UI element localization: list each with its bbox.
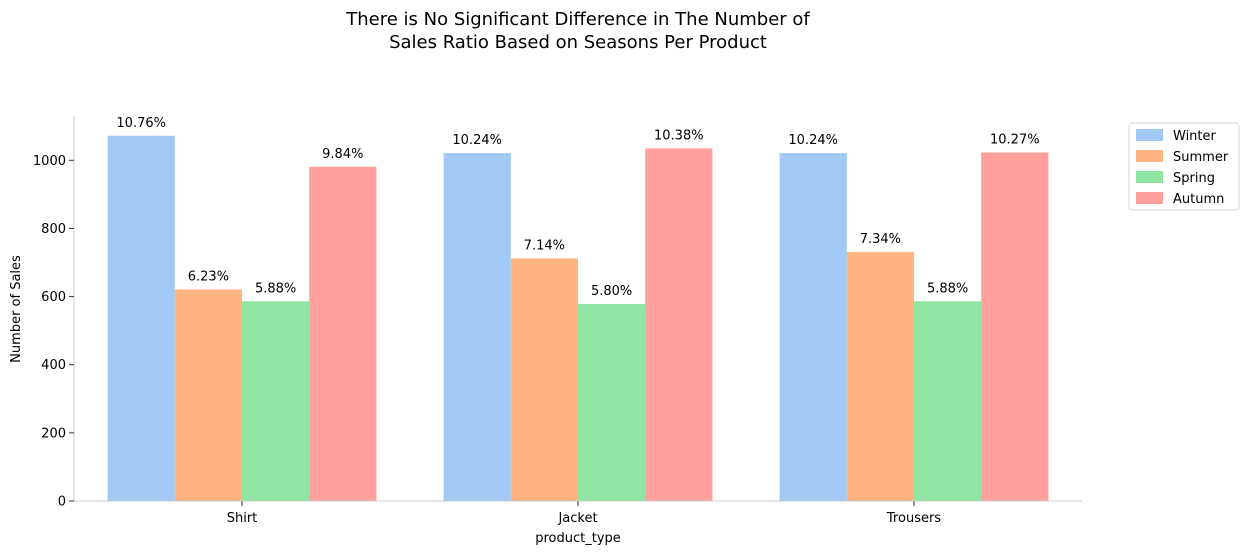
- data-labels-group: 10.76% 6.23% 5.88% 9.84% 10.24% 7.14% 5.80% 10.…: [116, 116, 1039, 299]
- data-label-winter-shirt: 10.76%: [116, 116, 166, 131]
- y-tick-label: 600: [41, 290, 66, 305]
- chart-title-line-1: There is No Significant Difference in Th…: [345, 9, 810, 30]
- data-label-autumn-shirt: 9.84%: [322, 147, 363, 162]
- bar-spring-shirt: [242, 301, 310, 501]
- legend: Winter Summer Spring Autumn: [1128, 122, 1240, 211]
- chart-title-line-2: Sales Ratio Based on Seasons Per Product: [389, 32, 767, 53]
- legend-label-winter: Winter: [1173, 129, 1217, 144]
- legend-swatch-summer: [1136, 150, 1163, 162]
- bar-summer-jacket: [510, 258, 578, 501]
- bar-autumn-trousers: [981, 152, 1049, 501]
- data-label-autumn-jacket: 10.38%: [654, 128, 704, 143]
- x-axis-label: product_type: [535, 531, 621, 546]
- y-tick-label: 200: [41, 426, 66, 441]
- y-tick-label: 400: [41, 358, 66, 373]
- bar-summer-shirt: [174, 289, 242, 501]
- data-label-spring-jacket: 5.80%: [591, 284, 632, 299]
- y-tick-label: 800: [41, 222, 66, 237]
- legend-frame: [1128, 122, 1240, 211]
- data-label-summer-trousers: 7.34%: [860, 232, 901, 247]
- legend-label-autumn: Autumn: [1173, 192, 1224, 207]
- x-axis-ticks: Shirt Jacket Trousers: [227, 501, 941, 526]
- bar-winter-jacket: [443, 153, 511, 502]
- y-tick-label: 0: [58, 495, 66, 510]
- data-label-spring-trousers: 5.88%: [927, 281, 968, 296]
- bar-autumn-jacket: [645, 148, 713, 502]
- x-tick-label-jacket: Jacket: [557, 511, 597, 526]
- data-label-spring-shirt: 5.88%: [255, 281, 296, 296]
- data-label-autumn-trousers: 10.27%: [990, 132, 1040, 147]
- legend-label-summer: Summer: [1173, 150, 1229, 165]
- legend-swatch-autumn: [1136, 192, 1163, 204]
- bar-autumn-shirt: [309, 166, 377, 501]
- y-tick-label: 1000: [33, 154, 66, 169]
- legend-swatch-spring: [1136, 171, 1163, 183]
- data-label-winter-jacket: 10.24%: [452, 133, 502, 148]
- y-axis-label: Number of Sales: [9, 255, 24, 363]
- bar-winter-shirt: [107, 135, 175, 502]
- x-tick-label-trousers: Trousers: [886, 511, 941, 526]
- bar-summer-trousers: [846, 251, 914, 501]
- y-axis-ticks: 0 200 400 600 800 1000: [33, 154, 74, 510]
- bar-winter-trousers: [779, 153, 847, 502]
- x-tick-label-shirt: Shirt: [227, 511, 258, 526]
- bar-spring-trousers: [914, 301, 982, 501]
- data-label-winter-trousers: 10.24%: [788, 133, 838, 148]
- data-label-summer-shirt: 6.23%: [188, 269, 229, 284]
- bars-group: [107, 135, 1049, 502]
- legend-label-spring: Spring: [1173, 171, 1215, 186]
- legend-swatch-winter: [1136, 129, 1163, 141]
- data-label-summer-jacket: 7.14%: [524, 238, 565, 253]
- bar-spring-jacket: [578, 304, 646, 501]
